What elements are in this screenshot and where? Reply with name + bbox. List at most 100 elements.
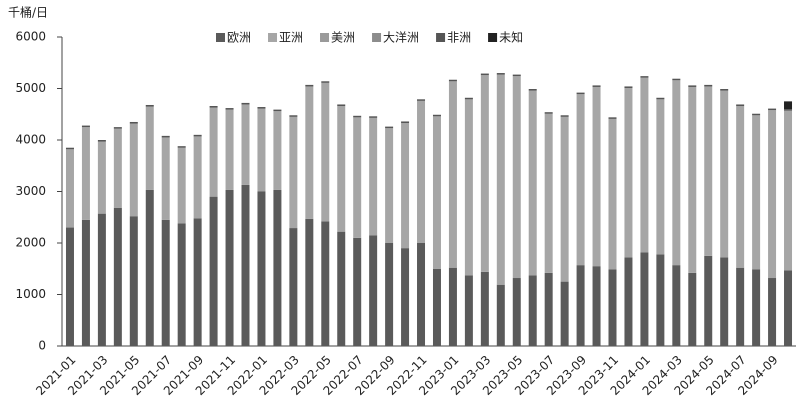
bar-segment bbox=[257, 107, 266, 109]
bar-segment bbox=[784, 270, 793, 346]
bar-segment bbox=[113, 128, 122, 208]
bar-segment bbox=[688, 85, 697, 87]
legend-label: 美洲 bbox=[331, 31, 355, 45]
legend-swatch bbox=[216, 33, 225, 42]
bar-segment bbox=[448, 81, 457, 268]
bar-segment bbox=[289, 116, 298, 229]
bar-segment bbox=[448, 267, 457, 346]
bar-segment bbox=[385, 126, 394, 129]
y-tick-label: 5000 bbox=[15, 81, 46, 95]
bar-segment bbox=[305, 218, 314, 346]
bar-segment bbox=[656, 254, 665, 346]
bar-segment bbox=[784, 110, 793, 271]
bar-segment bbox=[401, 123, 410, 249]
bar-segment bbox=[672, 78, 681, 81]
bar-segment bbox=[608, 117, 617, 119]
legend-swatch bbox=[320, 33, 330, 42]
bar-segment bbox=[608, 269, 617, 346]
bar-segment bbox=[608, 118, 617, 270]
bar-segment bbox=[113, 207, 122, 346]
bar-segment bbox=[496, 284, 505, 346]
bar-segment bbox=[305, 84, 314, 87]
bar-segment bbox=[193, 134, 202, 137]
bar-segment bbox=[512, 76, 521, 279]
bar-segment bbox=[417, 100, 426, 243]
bar-segment bbox=[337, 104, 346, 107]
bar-segment bbox=[544, 272, 553, 346]
bar-segment bbox=[353, 115, 362, 118]
bar-segment bbox=[257, 191, 266, 346]
bar-segment bbox=[512, 74, 521, 77]
bar-segment bbox=[736, 104, 745, 107]
bar-segment bbox=[353, 237, 362, 346]
bar-segment bbox=[432, 268, 441, 346]
bar-segment bbox=[576, 92, 585, 95]
bar-segment bbox=[768, 108, 777, 111]
bar-segment bbox=[273, 109, 282, 112]
bar-segment bbox=[65, 227, 74, 346]
bar-segment bbox=[113, 127, 122, 129]
bar-segment bbox=[528, 90, 537, 276]
bar-segment bbox=[225, 109, 234, 190]
bar-segment bbox=[97, 140, 106, 142]
bar-segment bbox=[560, 281, 569, 346]
bar-segment bbox=[81, 127, 90, 220]
bar-segment bbox=[369, 116, 378, 118]
bar-segment bbox=[496, 74, 505, 285]
bar-segment bbox=[576, 94, 585, 266]
bar-segment bbox=[624, 86, 633, 88]
bar-segment bbox=[736, 267, 745, 346]
bar-segment bbox=[241, 102, 250, 105]
bar-segment bbox=[145, 104, 154, 107]
bar-segment bbox=[337, 231, 346, 346]
bar-segment bbox=[496, 73, 505, 75]
bar-segment bbox=[480, 271, 489, 346]
bar-segment bbox=[289, 228, 298, 346]
bar-segment bbox=[736, 106, 745, 268]
bar-segment bbox=[369, 117, 378, 236]
bar-segment bbox=[752, 113, 761, 116]
bar-segment bbox=[129, 216, 138, 346]
bar-segment bbox=[273, 189, 282, 346]
bar-segment bbox=[225, 108, 234, 110]
bar-segment bbox=[704, 86, 713, 256]
bar-segment bbox=[97, 141, 106, 214]
bar-segment bbox=[640, 252, 649, 346]
bar-segment bbox=[640, 76, 649, 78]
bar-segment bbox=[704, 255, 713, 346]
y-tick-label: 4000 bbox=[15, 133, 46, 147]
bar-segment bbox=[401, 121, 410, 124]
bar-segment bbox=[321, 82, 330, 222]
bar-segment bbox=[305, 86, 314, 219]
bar-segment bbox=[464, 97, 473, 100]
bar-segment bbox=[225, 189, 234, 346]
bar-segment bbox=[161, 135, 170, 138]
bar-segment bbox=[768, 110, 777, 279]
bar-segment bbox=[544, 112, 553, 114]
bar-segment bbox=[768, 278, 777, 346]
bar-segment bbox=[129, 121, 138, 124]
bar-segment bbox=[81, 125, 90, 128]
bar-segment bbox=[385, 243, 394, 346]
bar-segment bbox=[129, 123, 138, 217]
bar-segment bbox=[65, 149, 74, 228]
bar-segment bbox=[704, 84, 713, 87]
legend-swatch bbox=[268, 33, 278, 42]
bar-segment bbox=[177, 223, 186, 346]
bar-segment bbox=[592, 266, 601, 346]
bar-segment bbox=[289, 115, 298, 117]
bar-segment bbox=[161, 219, 170, 346]
legend-swatch bbox=[488, 33, 498, 42]
bar-segment bbox=[145, 189, 154, 346]
bar-segment bbox=[81, 219, 90, 346]
legend-swatch bbox=[372, 33, 382, 42]
bar-segment bbox=[193, 136, 202, 219]
bar-segment bbox=[752, 269, 761, 346]
bar-segment bbox=[560, 116, 569, 282]
bar-segment bbox=[321, 221, 330, 346]
bar-segment bbox=[97, 213, 106, 346]
bar-segment bbox=[337, 106, 346, 232]
bar-segment bbox=[432, 114, 441, 117]
bar-segment bbox=[193, 218, 202, 346]
